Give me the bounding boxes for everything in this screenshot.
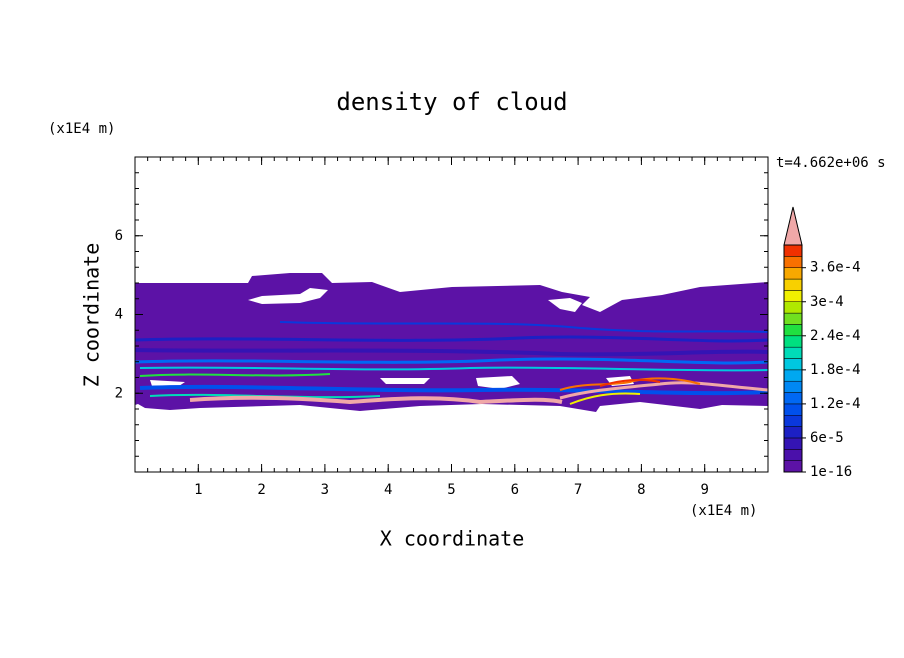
colorbar-band	[783, 437, 803, 450]
x-tick-label: 9	[700, 482, 708, 498]
colorbar-tick-label: 3e-4	[810, 294, 844, 310]
time-label: t=4.662e+06 s	[776, 155, 886, 171]
colorbar-band	[783, 392, 803, 405]
x-tick-label: 2	[257, 482, 265, 498]
colorbar-band	[783, 415, 803, 427]
colorbar-band	[783, 278, 803, 291]
colorbar-band	[783, 346, 803, 359]
colorbar-tick-label: 3.6e-4	[810, 260, 861, 276]
y-unit: (x1E4 m)	[48, 121, 115, 137]
x-tick-label: 5	[447, 482, 455, 498]
colorbar-tick-label: 6e-5	[810, 430, 844, 446]
colorbar-band	[783, 324, 803, 337]
colorbar-band	[783, 460, 803, 473]
colorbar-extend	[783, 206, 803, 246]
x-tick-label: 3	[321, 482, 329, 498]
colorbar-band	[783, 426, 803, 439]
colorbar-tick-label: 1e-16	[810, 464, 852, 480]
y-tick-label: 2	[115, 385, 123, 401]
x-tick-label: 6	[511, 482, 519, 498]
colorbar-frame	[783, 244, 803, 473]
x-axis-label: X coordinate	[380, 527, 525, 551]
colorbar-band	[783, 301, 803, 314]
x-tick-label: 8	[637, 482, 645, 498]
colorbar-band	[783, 449, 803, 461]
y-tick-label: 4	[115, 307, 123, 323]
colorbar-band	[783, 403, 803, 416]
colorbar-band	[783, 358, 803, 371]
colorbar-tick-label: 1.8e-4	[810, 362, 861, 378]
x-tick-label: 7	[574, 482, 582, 498]
colorbar-tick-label: 1.2e-4	[810, 396, 861, 412]
chart-title: density of cloud	[336, 88, 567, 116]
colorbar-band	[783, 380, 803, 393]
colorbar-band	[783, 290, 803, 302]
contour-field	[134, 273, 769, 412]
y-axis-label: Z coordinate	[80, 243, 104, 388]
x-tick-label: 1	[194, 482, 202, 498]
x-unit: (x1E4 m)	[690, 503, 757, 519]
colorbar-tick-label: 2.4e-4	[810, 328, 861, 344]
x-tick-label: 4	[384, 482, 392, 498]
y-tick-label: 6	[115, 228, 123, 244]
colorbar-band	[783, 244, 803, 257]
colorbar-band	[783, 267, 803, 280]
colorbar-band	[783, 256, 803, 268]
colorbar-band	[783, 335, 803, 348]
colorbar-band	[783, 369, 803, 382]
colorbar-band	[783, 312, 803, 325]
